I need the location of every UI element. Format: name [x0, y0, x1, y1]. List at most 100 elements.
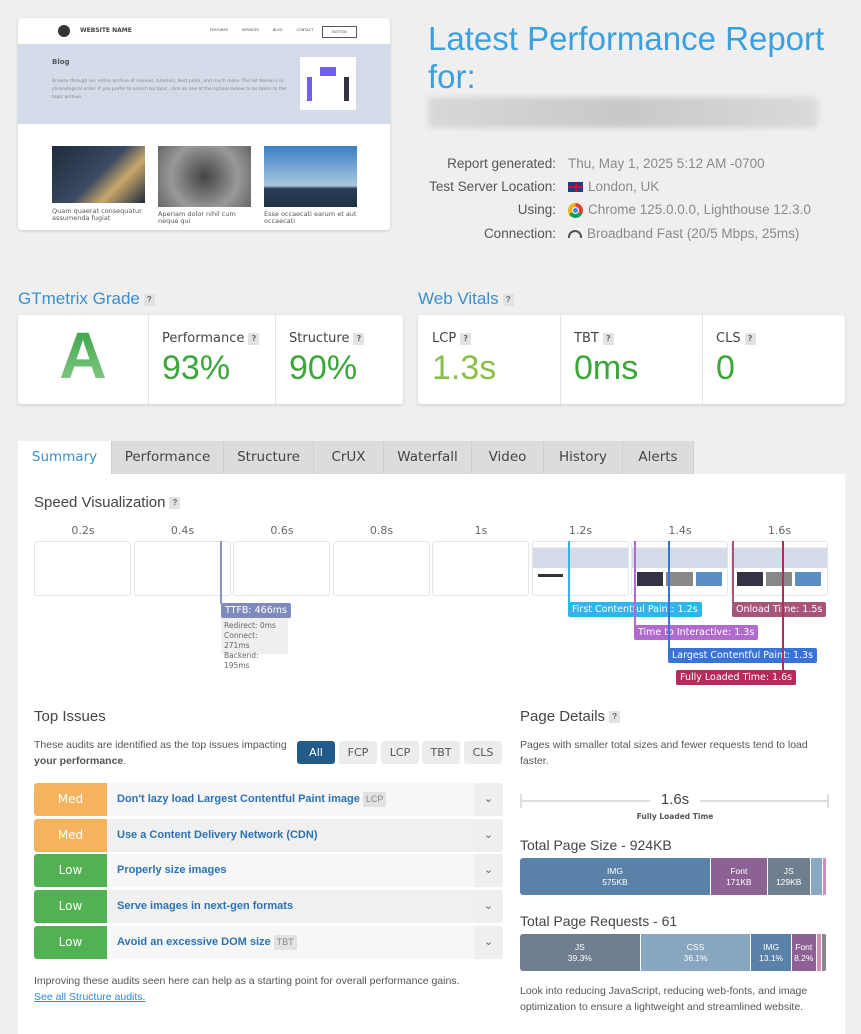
tested-url-blurred	[428, 97, 818, 128]
gtmetrix-grade-heading: GTmetrix Grade?	[18, 289, 155, 309]
filter-lcp[interactable]: LCP	[381, 741, 419, 764]
bar-segment: CSS 36.1%	[640, 934, 752, 971]
help-icon[interactable]: ?	[502, 293, 514, 306]
issue-title[interactable]: Serve images in next-gen formats	[117, 900, 294, 912]
help-icon[interactable]: ?	[460, 332, 472, 345]
chevron-down-icon[interactable]: ⌄	[474, 890, 503, 923]
page-requests-bar: JS 39.3% CSS 36.1% IMG 13.1% Font 8.2%	[520, 934, 827, 971]
tab-alerts[interactable]: Alerts	[623, 441, 694, 474]
screenshot-menu: FEATURES SERVICES BLOG CONTACT	[210, 28, 313, 32]
fully-loaded-marker: Fully Loaded Time: 1.6s	[676, 670, 797, 685]
onload-line	[732, 541, 734, 603]
screenshot-heading: Blog	[52, 58, 70, 66]
time-label: 0.6s	[270, 524, 294, 537]
filmstrip-frame[interactable]	[133, 541, 231, 596]
chevron-down-icon[interactable]: ⌄	[474, 926, 503, 959]
issue-row[interactable]: Low Properly size images ⌄	[34, 854, 503, 887]
help-icon[interactable]: ?	[744, 332, 756, 345]
bar-segment: Font 8.2%	[791, 934, 817, 971]
post-title: Esse occaecati earum et aut occaecati	[264, 210, 357, 225]
bar-segment	[816, 934, 822, 971]
info-value: Thu, May 1, 2025 5:12 AM -0700	[568, 156, 765, 171]
issues-footer: Improving these audits seen here can hel…	[34, 975, 460, 987]
info-label: Test Server Location:	[429, 179, 556, 194]
fcp-line	[568, 541, 570, 603]
metric-tag: TBT	[273, 935, 297, 950]
issue-row[interactable]: Med Don't lazy load Largest Contentful P…	[34, 783, 503, 816]
severity-badge: Med	[34, 783, 107, 816]
bar-segment: Font 171KB	[710, 858, 768, 895]
chevron-down-icon[interactable]: ⌄	[474, 819, 503, 852]
filmstrip-frame[interactable]	[531, 541, 629, 596]
tab-summary[interactable]: Summary	[18, 441, 112, 474]
top-issues-heading: Top Issues	[34, 708, 106, 725]
filmstrip-frame[interactable]	[34, 541, 131, 596]
issue-row[interactable]: Low Serve images in next-gen formats ⌄	[34, 890, 503, 923]
site-name: WEBSITE NAME	[80, 27, 132, 34]
chevron-down-icon[interactable]: ⌄	[474, 854, 503, 887]
lcp-marker: Largest Contentful Paint: 1.3s	[668, 648, 818, 663]
illustration	[300, 57, 356, 110]
info-value: London, UK	[588, 179, 660, 194]
help-icon[interactable]: ?	[609, 711, 621, 724]
filmstrip-frame[interactable]	[631, 541, 728, 596]
see-structure-audits-link[interactable]: See all Structure audits.	[34, 991, 146, 1003]
filmstrip-frame[interactable]	[730, 541, 828, 596]
info-label: Using:	[517, 202, 556, 217]
logo-icon	[58, 25, 70, 37]
help-icon[interactable]: ?	[143, 293, 155, 306]
issue-row[interactable]: Low Avoid an excessive DOM size TBT ⌄	[34, 926, 503, 959]
metric-tag: LCP	[362, 792, 387, 807]
filmstrip-frame[interactable]	[432, 541, 529, 596]
performance-score: Performance? 93%	[148, 315, 275, 404]
filmstrip-frame[interactable]	[332, 541, 430, 596]
tti-line	[634, 541, 636, 626]
severity-badge: Low	[34, 890, 107, 923]
filter-tbt[interactable]: TBT	[422, 741, 460, 764]
filmstrip-frame[interactable]	[233, 541, 330, 596]
info-label: Connection:	[483, 226, 556, 241]
help-icon[interactable]: ?	[169, 497, 181, 510]
screenshot-text: Browse through our entire archive of rev…	[52, 79, 287, 100]
time-label: 1.2s	[568, 524, 593, 537]
web-vitals-heading: Web Vitals?	[418, 289, 514, 309]
chevron-down-icon[interactable]: ⌄	[474, 783, 503, 816]
ttfb-marker: TTFB: 466ms	[221, 603, 291, 618]
info-report-generated: Report generated: Thu, May 1, 2025 5:12 A…	[404, 154, 854, 174]
help-icon[interactable]: ?	[353, 332, 365, 345]
issue-title[interactable]: Avoid an excessive DOM size	[117, 936, 271, 948]
structure-score: Structure? 90%	[275, 315, 403, 404]
tab-performance[interactable]: Performance	[112, 441, 224, 474]
tab-crux[interactable]: CrUX	[314, 441, 384, 474]
uk-flag-icon	[568, 182, 583, 192]
info-value: Chrome 125.0.0.0, Lighthouse 12.3.0	[588, 202, 811, 217]
issue-row[interactable]: Med Use a Content Delivery Network (CDN)…	[34, 819, 503, 852]
tab-waterfall[interactable]: Waterfall	[384, 441, 472, 474]
tab-video[interactable]: Video	[472, 441, 544, 474]
ttfb-details: Redirect: 0ms Connect: 271ms Backend: 195m…	[221, 618, 288, 670]
cls-metric: CLS? 0	[702, 315, 845, 404]
time-label: 0.2s	[71, 524, 95, 537]
tbt-metric: TBT? 0ms	[574, 331, 639, 387]
grade-panel: A Performance? 93% Structure? 90%	[18, 315, 403, 404]
fully-loaded-label: Fully Loaded Time	[636, 812, 714, 821]
issue-title[interactable]: Don't lazy load Largest Contentful Paint…	[117, 793, 360, 805]
onload-marker: Onload Time: 1.5s	[732, 602, 827, 617]
tab-structure[interactable]: Structure	[224, 441, 314, 474]
time-label: 0.4s	[170, 524, 195, 537]
filter-cls[interactable]: CLS	[464, 741, 502, 764]
bar-segment: IMG 13.1%	[751, 934, 792, 971]
help-icon[interactable]: ?	[602, 332, 614, 345]
issue-title[interactable]: Properly size images	[117, 864, 227, 876]
page-title: Latest Performance Report for:	[428, 20, 825, 95]
time-label: 0.8s	[369, 524, 394, 537]
web-vitals-panel: LCP? 1.3s TBT? 0ms CLS? 0	[418, 315, 845, 404]
issue-title[interactable]: Use a Content Delivery Network (CDN)	[117, 829, 318, 841]
filter-fcp[interactable]: FCP	[339, 741, 377, 764]
lcp-metric: LCP? 1.3s	[432, 331, 497, 387]
bar-segment: IMG 575KB	[520, 858, 711, 895]
help-icon[interactable]: ?	[248, 332, 260, 345]
tab-history[interactable]: History	[544, 441, 623, 474]
website-screenshot: WEBSITE NAME FEATURES SERVICES BLOG CONTACT…	[18, 18, 390, 230]
filter-all[interactable]: All	[297, 741, 335, 764]
